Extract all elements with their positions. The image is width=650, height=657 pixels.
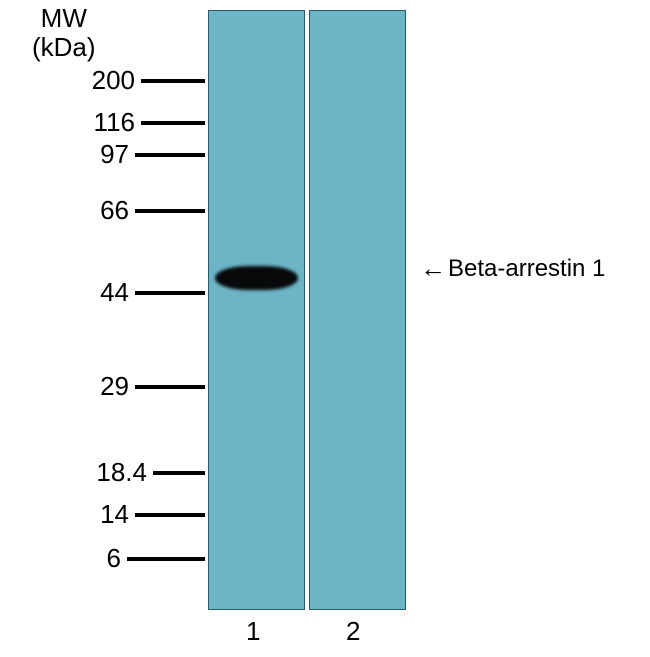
mw-tick-icon	[135, 291, 205, 295]
mw-header-line1: MW	[32, 4, 96, 33]
mw-header-line2: (kDa)	[32, 33, 96, 62]
lane-number: 1	[246, 616, 260, 647]
mw-header: MW (kDa)	[32, 4, 96, 61]
mw-tick-icon	[135, 513, 205, 517]
mw-marker-row: 66	[59, 195, 205, 226]
mw-marker-label: 6	[51, 543, 121, 574]
mw-marker-label: 116	[65, 107, 135, 138]
mw-marker-label: 97	[59, 139, 129, 170]
mw-tick-icon	[135, 153, 205, 157]
mw-tick-icon	[135, 209, 205, 213]
mw-marker-row: 200	[65, 65, 205, 96]
band-annotation: ← Beta-arrestin 1	[420, 253, 605, 284]
mw-marker-row: 44	[59, 277, 205, 308]
mw-marker-label: 14	[59, 499, 129, 530]
mw-marker-row: 6	[51, 543, 205, 574]
mw-tick-icon	[135, 385, 205, 389]
blot-figure: MW (kDa) ← Beta-arrestin 1 200 11697 66 44 2…	[0, 0, 650, 657]
mw-marker-label: 44	[59, 277, 129, 308]
mw-marker-row: 18.4	[77, 457, 205, 488]
mw-marker-label: 66	[59, 195, 129, 226]
mw-marker-row: 14	[59, 499, 205, 530]
mw-tick-icon	[153, 471, 205, 475]
lane	[208, 10, 305, 610]
annotation-label: Beta-arrestin 1	[448, 255, 605, 283]
lane-number: 2	[346, 616, 360, 647]
lane	[309, 10, 406, 610]
mw-tick-icon	[127, 557, 205, 561]
mw-tick-icon	[141, 79, 205, 83]
mw-marker-row: 29	[59, 371, 205, 402]
lane-container	[208, 10, 406, 610]
mw-marker-row: 97	[59, 139, 205, 170]
arrow-left-icon: ←	[420, 253, 446, 284]
protein-band	[215, 266, 298, 290]
mw-marker-label: 29	[59, 371, 129, 402]
mw-marker-label: 200	[65, 65, 135, 96]
mw-marker-row: 116	[65, 107, 205, 138]
mw-marker-label: 18.4	[77, 457, 147, 488]
mw-tick-icon	[141, 121, 205, 125]
